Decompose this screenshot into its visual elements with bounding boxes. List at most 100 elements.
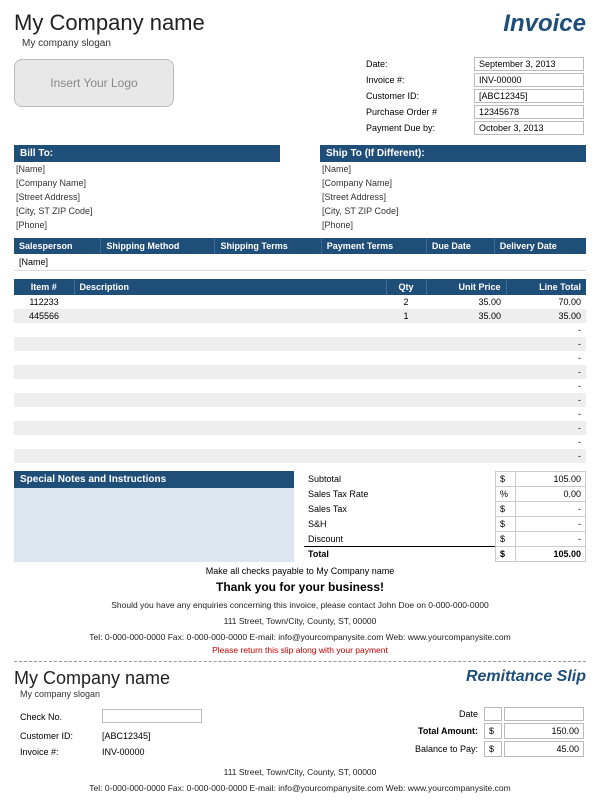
item-price[interactable] [426,407,506,421]
order-cell[interactable] [215,254,321,271]
item-total: - [506,365,586,379]
total-value[interactable]: 105.00 [516,472,586,487]
item-desc[interactable] [74,435,386,449]
item-qty[interactable] [386,407,426,421]
item-price[interactable] [426,449,506,463]
remit-r-value[interactable] [504,707,584,721]
address-line[interactable]: [City, ST ZIP Code] [14,204,280,218]
item-desc[interactable] [74,393,386,407]
item-desc[interactable] [74,379,386,393]
remit-r-value[interactable]: 150.00 [504,723,584,739]
item-num[interactable] [14,323,74,337]
item-desc[interactable] [74,323,386,337]
item-num[interactable] [14,435,74,449]
address-line[interactable]: [Name] [320,162,586,176]
item-price[interactable] [426,421,506,435]
address-line[interactable]: [Street Address] [14,190,280,204]
item-num[interactable] [14,421,74,435]
address-line[interactable]: [Phone] [320,218,586,232]
meta-value[interactable]: INV-00000 [474,73,584,87]
item-price[interactable]: 35.00 [426,309,506,323]
order-cell[interactable] [494,254,586,271]
address-line[interactable]: [Name] [14,162,280,176]
logo-placeholder[interactable]: Insert Your Logo [14,59,174,107]
meta-value[interactable]: September 3, 2013 [474,57,584,71]
payable-note: Make all checks payable to My Company na… [14,566,586,576]
item-desc[interactable] [74,365,386,379]
order-cell[interactable] [101,254,215,271]
meta-value[interactable]: [ABC12345] [474,89,584,103]
item-row: - [14,393,586,407]
item-desc[interactable] [74,309,386,323]
item-price[interactable] [426,365,506,379]
item-qty[interactable] [386,393,426,407]
item-price[interactable]: 35.00 [426,295,506,309]
item-qty[interactable] [386,449,426,463]
item-desc[interactable] [74,407,386,421]
meta-value[interactable]: October 3, 2013 [474,121,584,135]
item-num[interactable] [14,449,74,463]
item-row: - [14,379,586,393]
item-row: - [14,365,586,379]
item-num[interactable] [14,407,74,421]
remit-right: DateTotal Amount:$150.00Balance to Pay:$… [380,705,586,761]
item-num[interactable]: 112233 [14,295,74,309]
grand-total-label: Total [304,547,496,562]
item-qty[interactable] [386,337,426,351]
remit-value: [ABC12345] [98,729,206,743]
item-num[interactable] [14,337,74,351]
address-line[interactable]: [Phone] [14,218,280,232]
item-qty[interactable] [386,351,426,365]
item-desc[interactable] [74,421,386,435]
item-desc[interactable] [74,295,386,309]
remit-value: INV-00000 [98,745,206,759]
meta-label: Payment Due by: [362,121,472,135]
address-line[interactable]: [Street Address] [320,190,586,204]
item-num[interactable] [14,393,74,407]
item-qty[interactable] [386,323,426,337]
col-total: Line Total [506,279,586,295]
total-value[interactable]: - [516,517,586,532]
checkno-field[interactable] [98,707,206,727]
item-qty[interactable] [386,421,426,435]
total-value[interactable]: - [516,502,586,517]
bill-to-block: Bill To: [Name][Company Name][Street Add… [14,145,280,232]
item-desc[interactable] [74,337,386,351]
order-cell[interactable] [321,254,426,271]
item-num[interactable] [14,351,74,365]
order-cell[interactable]: [Name] [14,254,101,271]
item-qty[interactable] [386,435,426,449]
totals-block: Subtotal$105.00Sales Tax Rate%0.00Sales … [304,471,586,562]
item-desc[interactable] [74,351,386,365]
item-price[interactable] [426,351,506,365]
order-info-table: SalespersonShipping MethodShipping Terms… [14,238,586,271]
address-line[interactable]: [Company Name] [320,176,586,190]
item-desc[interactable] [74,449,386,463]
notes-body[interactable] [14,488,294,562]
item-num[interactable] [14,379,74,393]
address-line[interactable]: [Company Name] [14,176,280,190]
item-qty[interactable] [386,365,426,379]
item-price[interactable] [426,379,506,393]
remit-r-value[interactable]: 45.00 [504,741,584,757]
bill-to-header: Bill To: [14,145,280,162]
item-qty[interactable] [386,379,426,393]
item-row: - [14,407,586,421]
total-value[interactable]: 0.00 [516,487,586,502]
col-item: Item # [14,279,74,295]
item-qty[interactable]: 1 [386,309,426,323]
address-line[interactable]: [City, ST ZIP Code] [320,204,586,218]
item-num[interactable]: 445566 [14,309,74,323]
item-qty[interactable]: 2 [386,295,426,309]
item-price[interactable] [426,337,506,351]
order-cell[interactable] [426,254,494,271]
item-row: - [14,337,586,351]
meta-value[interactable]: 12345678 [474,105,584,119]
total-value[interactable]: - [516,532,586,547]
item-price[interactable] [426,435,506,449]
item-price[interactable] [426,323,506,337]
remit-r-sym [484,707,502,721]
total-label: S&H [304,517,496,532]
item-price[interactable] [426,393,506,407]
item-num[interactable] [14,365,74,379]
